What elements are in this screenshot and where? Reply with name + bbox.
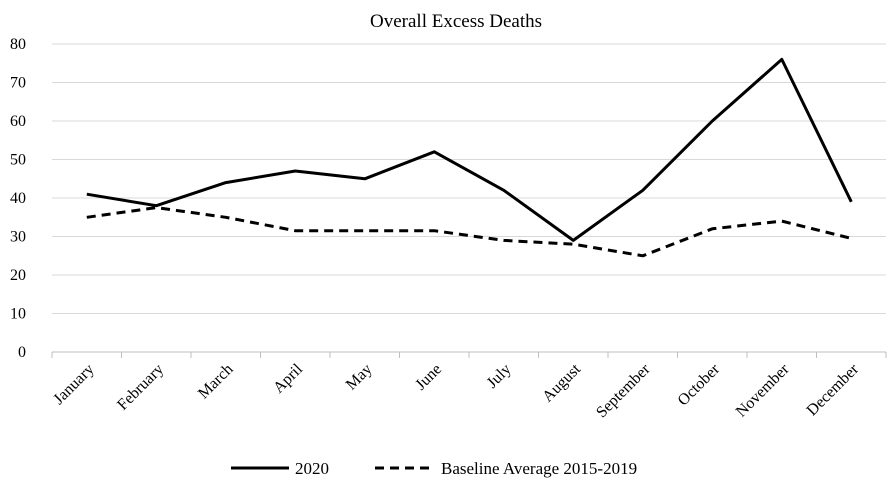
x-tick-label: May [343,361,376,394]
x-tick-label: December [804,360,863,419]
gridlines [52,43,886,314]
y-tick-label: 10 [10,306,26,323]
x-axis: January February March April May June July Augu… [50,351,887,421]
chart-title: Overall Excess Deaths [370,11,542,32]
x-tick-label: November [733,360,793,420]
x-tick-label: April [270,360,306,396]
x-tick-label: February [114,361,167,414]
series-lines [86,57,853,258]
y-tick-label: 70 [10,75,26,92]
y-tick-label: 20 [10,267,26,284]
y-tick-label: 30 [10,229,26,246]
legend-label: 2020 [295,459,329,478]
y-axis: 0 10 20 30 40 50 60 70 80 [10,36,26,361]
y-tick-label: 60 [10,113,26,130]
y-tick-label: 40 [10,190,26,207]
x-tick-label: October [675,360,724,409]
y-tick-label: 0 [18,344,26,361]
x-tick-label: July [484,361,515,392]
y-tick-label: 80 [10,36,26,53]
x-tick-label: September [593,360,654,421]
series-line-baseline [86,206,852,258]
x-tick-label: January [50,361,97,408]
x-tick-label: March [195,361,237,403]
series-line-2020 [86,57,853,242]
legend-label: Baseline Average 2015-2019 [441,459,637,478]
x-tick-label: June [412,361,445,394]
y-tick-label: 50 [10,152,26,169]
x-tick-label: August [539,360,584,405]
legend: 2020 Baseline Average 2015-2019 [231,459,637,478]
